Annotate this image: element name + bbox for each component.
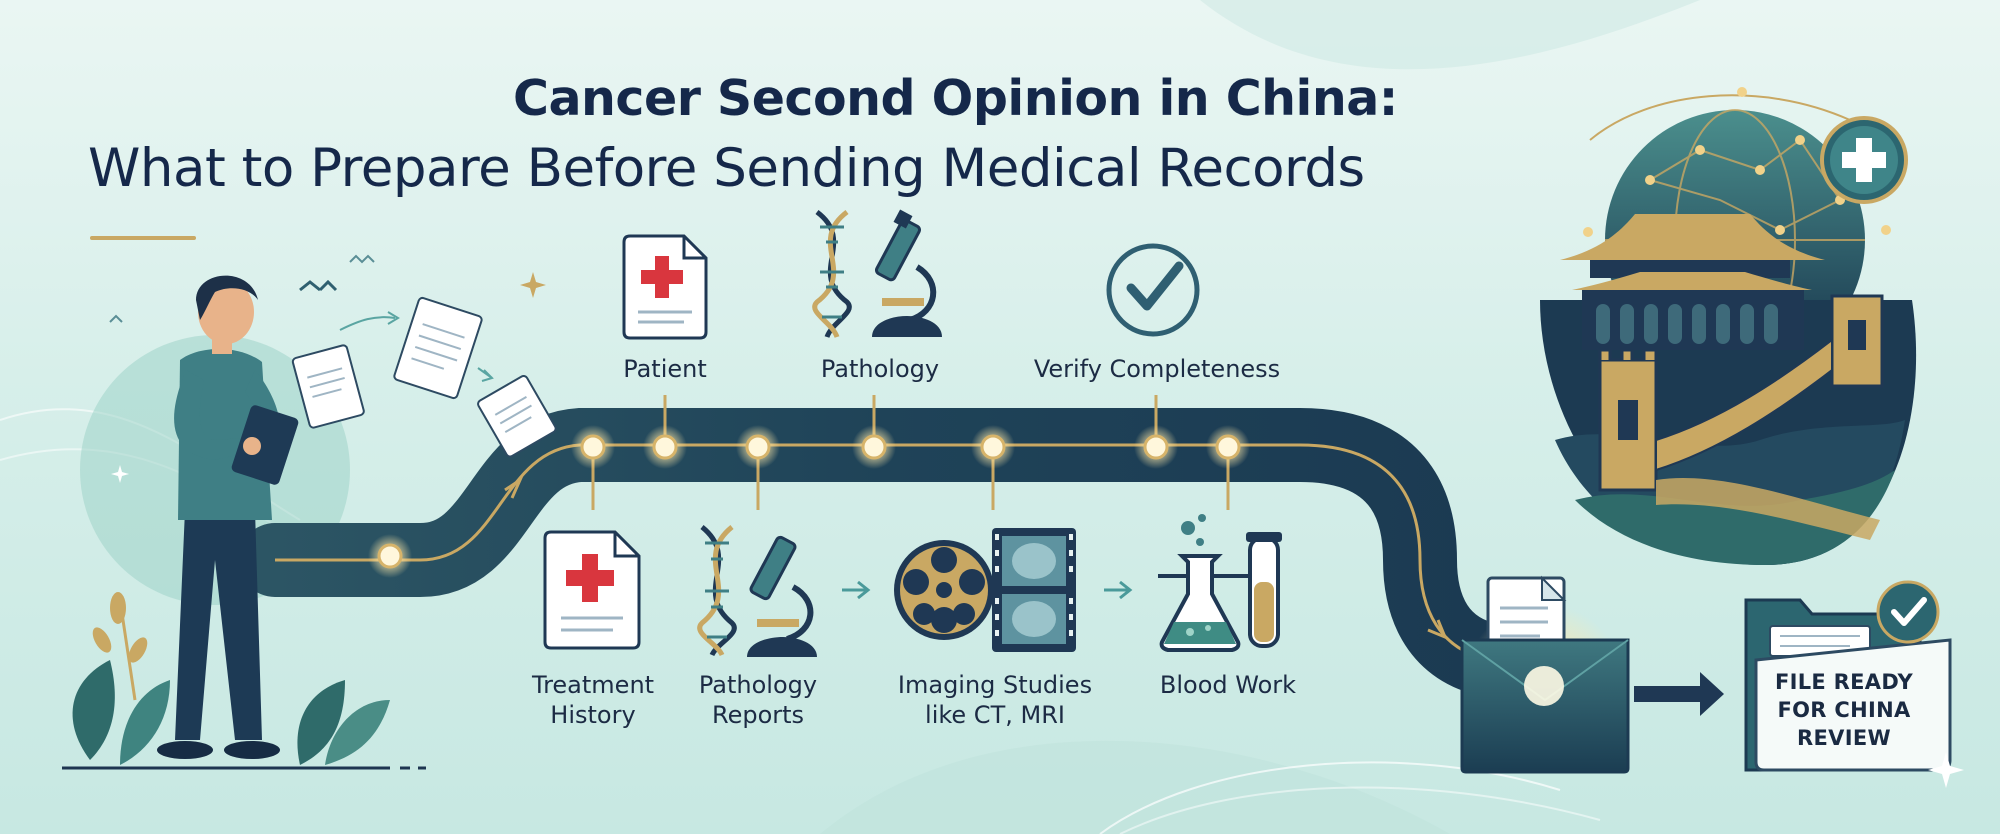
arrow-right-icon xyxy=(1634,672,1724,716)
envelope-documents-icon xyxy=(1460,575,1630,774)
flying-documents-icon xyxy=(109,254,557,483)
film-reel-scan-icon xyxy=(894,528,1076,652)
step-label-blood-work: Blood Work xyxy=(1159,671,1297,699)
great-wall-globe-icon xyxy=(1540,87,1917,565)
title-line-2: What to Prepare Before Sending Medical R… xyxy=(88,138,1365,199)
file-ready-label: FILE READY FOR CHINA REVIEW xyxy=(1774,670,1914,750)
step-label-pathology: Pathology xyxy=(820,355,940,383)
folder-check-icon xyxy=(1744,580,1964,788)
step-label-verify-completeness: Verify Completeness xyxy=(1033,355,1281,383)
checkmark-circle-icon xyxy=(1106,243,1200,337)
medical-document-icon xyxy=(543,530,641,650)
title-underline xyxy=(90,236,196,240)
dna-microscope-icon xyxy=(697,525,817,657)
dna-microscope-icon xyxy=(812,209,942,339)
step-label-patient: Patient xyxy=(623,355,707,383)
step-label-imaging-studies: Imaging Studies like CT, MRI xyxy=(897,671,1093,729)
path-nodes xyxy=(368,425,1250,578)
step-label-pathology-reports: Pathology Reports xyxy=(698,671,818,729)
title-line-1: Cancer Second Opinion in China: xyxy=(513,70,1398,127)
step-label-treatment-history: Treatment History xyxy=(531,671,655,729)
medical-document-icon xyxy=(622,234,708,340)
lab-flask-tube-icon xyxy=(1158,514,1282,652)
person-illustration xyxy=(62,275,426,770)
